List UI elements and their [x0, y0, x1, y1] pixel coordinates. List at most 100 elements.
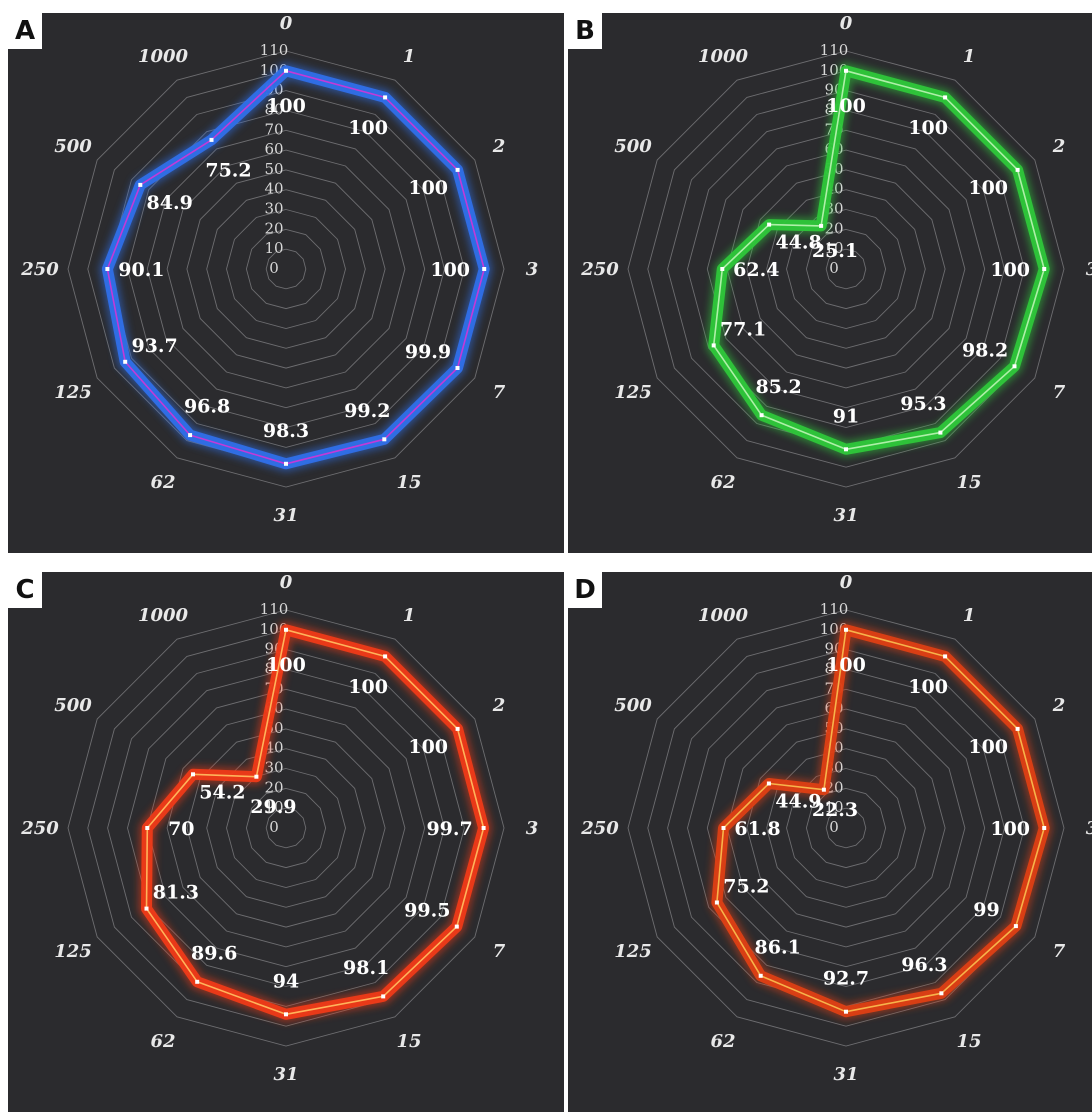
category-label: 250: [20, 818, 59, 839]
radial-tick-label: 110: [820, 600, 849, 618]
data-label: 100: [266, 654, 306, 676]
data-point: [188, 433, 193, 438]
data-label: 85.2: [755, 376, 801, 398]
category-label: 2: [1052, 136, 1066, 157]
data-label: 100: [408, 177, 448, 199]
data-point: [844, 447, 848, 452]
data-point: [758, 973, 763, 978]
data-point: [454, 924, 459, 929]
data-point: [144, 906, 149, 911]
data-label: 100: [266, 95, 306, 117]
data-label: 100: [408, 736, 448, 758]
data-label: 86.1: [755, 936, 801, 958]
data-label: 99: [973, 899, 999, 921]
radial-tick-label: 0: [829, 259, 839, 277]
grid-ring: [146, 688, 426, 968]
grid-ring: [726, 149, 966, 389]
grid-ring: [146, 129, 426, 409]
data-point: [191, 772, 195, 777]
category-label: 1000: [138, 605, 189, 626]
data-label: 44.9: [775, 791, 821, 813]
data-label: 22.3: [812, 799, 858, 821]
data-point: [481, 826, 486, 830]
data-label: 100: [908, 117, 948, 139]
data-point: [284, 627, 288, 632]
data-point: [382, 437, 387, 442]
category-label: 7: [1053, 941, 1066, 962]
data-point: [482, 267, 487, 271]
radial-tick-label: 110: [260, 600, 289, 618]
grid-ring: [107, 90, 465, 448]
category-label: 31: [833, 1064, 858, 1085]
grid-ring: [226, 768, 346, 888]
data-point: [821, 787, 826, 792]
category-label: 31: [833, 505, 858, 526]
panel-d: 0102030405060708090100110012371531621252…: [568, 572, 1092, 1112]
radial-tick-label: 10: [824, 798, 843, 816]
grid-ring: [805, 228, 887, 310]
category-label: 62: [150, 472, 175, 493]
category-label: 2: [492, 136, 506, 157]
radial-tick-label: 0: [269, 818, 279, 836]
category-label: 15: [956, 472, 981, 493]
data-point: [455, 366, 460, 370]
data-label: 90.1: [118, 259, 164, 281]
data-label: 29.9: [250, 796, 296, 818]
data-label: 93.7: [131, 335, 177, 357]
data-label: 25.1: [812, 240, 858, 262]
category-label: 2: [1052, 695, 1066, 716]
data-label: 62.4: [733, 259, 779, 281]
data-point: [844, 1009, 848, 1014]
data-point: [711, 343, 716, 348]
category-label: 7: [493, 941, 506, 962]
category-label: 1000: [138, 46, 189, 67]
data-label: 99.5: [404, 900, 450, 922]
radar-grid: [67, 50, 505, 488]
category-label: 0: [280, 13, 293, 34]
data-label: 100: [348, 676, 388, 698]
data-label: 61.8: [734, 818, 780, 840]
data-point: [767, 222, 772, 227]
category-label: 7: [1053, 382, 1066, 403]
category-label: 500: [54, 695, 92, 716]
radar-chart-a: 0102030405060708090100110012371531621252…: [20, 13, 538, 526]
category-label: 62: [150, 1031, 175, 1052]
grid-ring: [726, 708, 966, 948]
radar-chart-d: 0102030405060708090100110012371531621252…: [580, 572, 1092, 1085]
data-label: 100: [348, 117, 388, 139]
data-label: 99.9: [405, 341, 451, 363]
data-point: [284, 461, 288, 466]
data-point: [1013, 924, 1018, 929]
grid-ring: [746, 169, 946, 369]
data-point: [284, 1012, 288, 1017]
data-label: 98.2: [962, 339, 1008, 361]
category-label: 125: [54, 382, 92, 403]
category-label: 2: [492, 695, 506, 716]
category-label: 1: [403, 605, 416, 626]
data-label: 96.8: [184, 396, 230, 418]
grid-ring: [265, 248, 307, 290]
data-label: 75.2: [205, 159, 251, 181]
grid-ring: [766, 189, 926, 349]
category-label: 250: [580, 259, 619, 280]
radial-tick-label: 10: [824, 239, 843, 257]
panel-a: 0 10 20 30 40 50 60 70 80 90 100 110 0 1 2 3 7 15 31 62 125 2…: [8, 13, 564, 553]
data-label: 100: [990, 259, 1030, 281]
grid-ring: [245, 228, 327, 310]
data-point: [1042, 826, 1047, 830]
data-point: [455, 726, 460, 731]
data-point: [455, 167, 460, 172]
data-label: 95.3: [900, 393, 946, 415]
category-label: 125: [614, 941, 652, 962]
grid-ring: [67, 609, 505, 1047]
data-point: [1042, 267, 1047, 271]
grid-ring: [186, 169, 386, 369]
data-label: 84.9: [147, 192, 193, 214]
radar-chart-b: 0102030405060708090100110012371531621252…: [580, 13, 1092, 526]
data-point: [1012, 364, 1017, 369]
data-label: 89.6: [191, 942, 237, 964]
data-point: [938, 430, 943, 435]
data-label: 100: [990, 818, 1030, 840]
category-label: 0: [280, 572, 293, 593]
data-label: 98.1: [343, 957, 389, 979]
